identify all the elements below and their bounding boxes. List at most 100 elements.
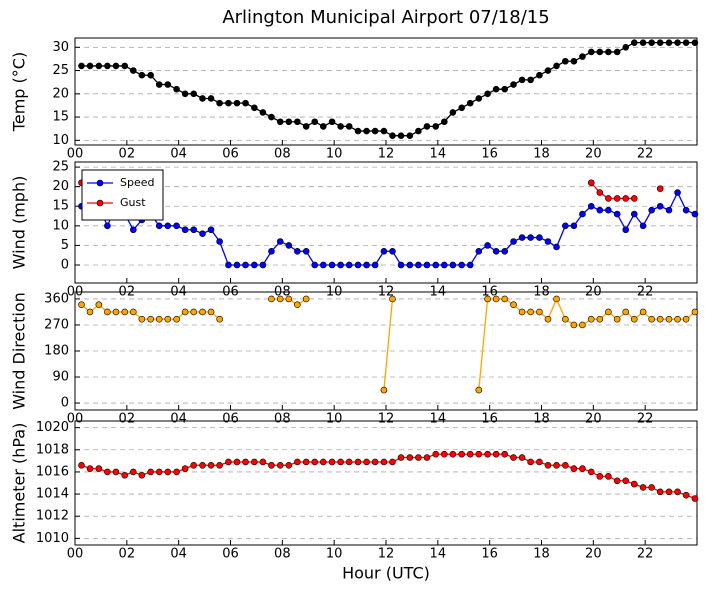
data-point	[665, 488, 673, 496]
y-tick-label: 25	[52, 63, 69, 78]
data-point	[397, 261, 405, 269]
data-point	[259, 109, 267, 116]
data-point	[536, 234, 543, 241]
data-point	[242, 458, 249, 466]
data-point	[544, 238, 552, 245]
data-point	[173, 468, 180, 476]
data-point	[510, 454, 517, 461]
data-point	[570, 222, 578, 230]
data-point	[251, 261, 258, 269]
data-point	[501, 85, 508, 93]
data-point	[596, 473, 604, 480]
y-tick-label: 30	[52, 40, 69, 55]
data-point	[130, 226, 137, 234]
plot-frame	[74, 161, 698, 284]
data-point	[656, 39, 664, 46]
data-point	[181, 308, 189, 316]
data-point	[656, 315, 664, 323]
data-point	[155, 315, 163, 323]
x-tick-label: 20	[585, 412, 602, 427]
data-point	[492, 450, 500, 458]
x-tick-label: 20	[585, 547, 602, 562]
data-point	[665, 39, 673, 46]
data-point	[199, 230, 206, 237]
data-point	[155, 468, 163, 476]
x-axis-label: Hour (UTC)	[342, 564, 430, 583]
data-point	[233, 458, 241, 466]
data-point	[207, 308, 215, 316]
data-point	[613, 48, 621, 56]
data-point	[190, 308, 197, 316]
data-point	[475, 386, 483, 394]
data-point	[319, 458, 327, 466]
data-point	[104, 222, 111, 230]
data-point	[337, 458, 344, 466]
y-tick-label: 90	[52, 370, 69, 385]
x-tick-label: 02	[119, 412, 136, 427]
data-point	[630, 195, 638, 202]
data-point	[553, 295, 560, 303]
x-tick-label: 18	[533, 412, 550, 427]
x-tick-label: 16	[481, 547, 498, 562]
data-point	[95, 465, 103, 472]
data-point	[78, 62, 85, 70]
data-point	[415, 454, 422, 461]
data-point	[225, 261, 232, 269]
y-tick-label: 10	[52, 133, 69, 148]
chart-title: Arlington Municipal Airport 07/18/15	[222, 7, 549, 28]
data-point	[562, 315, 569, 323]
data-point	[484, 90, 491, 98]
y-tick-label: 1012	[36, 509, 69, 524]
data-point	[587, 315, 595, 323]
data-point	[104, 62, 111, 70]
y-tick-label: 5	[61, 238, 69, 253]
data-point	[423, 261, 431, 269]
y-axis-label: Wind (mph)	[10, 176, 29, 270]
data-point	[484, 242, 491, 249]
data-point	[130, 468, 137, 476]
data-point	[354, 458, 362, 466]
data-point	[553, 461, 560, 469]
data-point	[147, 315, 154, 323]
data-point	[147, 468, 154, 476]
x-tick-label: 06	[222, 147, 239, 162]
data-point	[648, 315, 655, 323]
x-tick-label: 04	[170, 547, 187, 562]
x-tick-label: 00	[67, 412, 84, 427]
data-point	[587, 202, 595, 210]
data-point	[389, 458, 396, 466]
data-point	[130, 67, 137, 74]
x-tick-label: 14	[430, 412, 447, 427]
data-point	[302, 123, 310, 130]
x-tick-label: 04	[170, 147, 187, 162]
data-point	[622, 308, 630, 316]
data-point	[354, 261, 362, 269]
data-point	[268, 113, 275, 121]
data-point	[328, 261, 336, 269]
data-point	[345, 123, 353, 130]
data-point	[441, 450, 448, 458]
x-tick-label: 08	[274, 547, 291, 562]
x-tick-label: 10	[326, 147, 343, 162]
data-point	[492, 295, 500, 303]
data-point	[605, 48, 612, 56]
x-tick-label: 12	[378, 547, 395, 562]
data-point	[570, 465, 578, 472]
data-point	[691, 39, 699, 46]
x-tick-label: 06	[222, 547, 239, 562]
data-point	[674, 315, 681, 323]
data-point	[510, 301, 517, 309]
data-point	[648, 39, 655, 46]
data-point	[596, 315, 604, 323]
data-point	[95, 301, 103, 309]
data-point	[648, 206, 655, 214]
data-point	[95, 62, 103, 70]
data-point	[630, 39, 638, 46]
data-point	[259, 458, 267, 466]
y-tick-label: 15	[52, 110, 69, 125]
data-point	[613, 477, 621, 485]
data-point	[155, 222, 163, 230]
data-point	[78, 301, 85, 309]
data-point	[501, 450, 508, 458]
data-point	[311, 458, 319, 466]
